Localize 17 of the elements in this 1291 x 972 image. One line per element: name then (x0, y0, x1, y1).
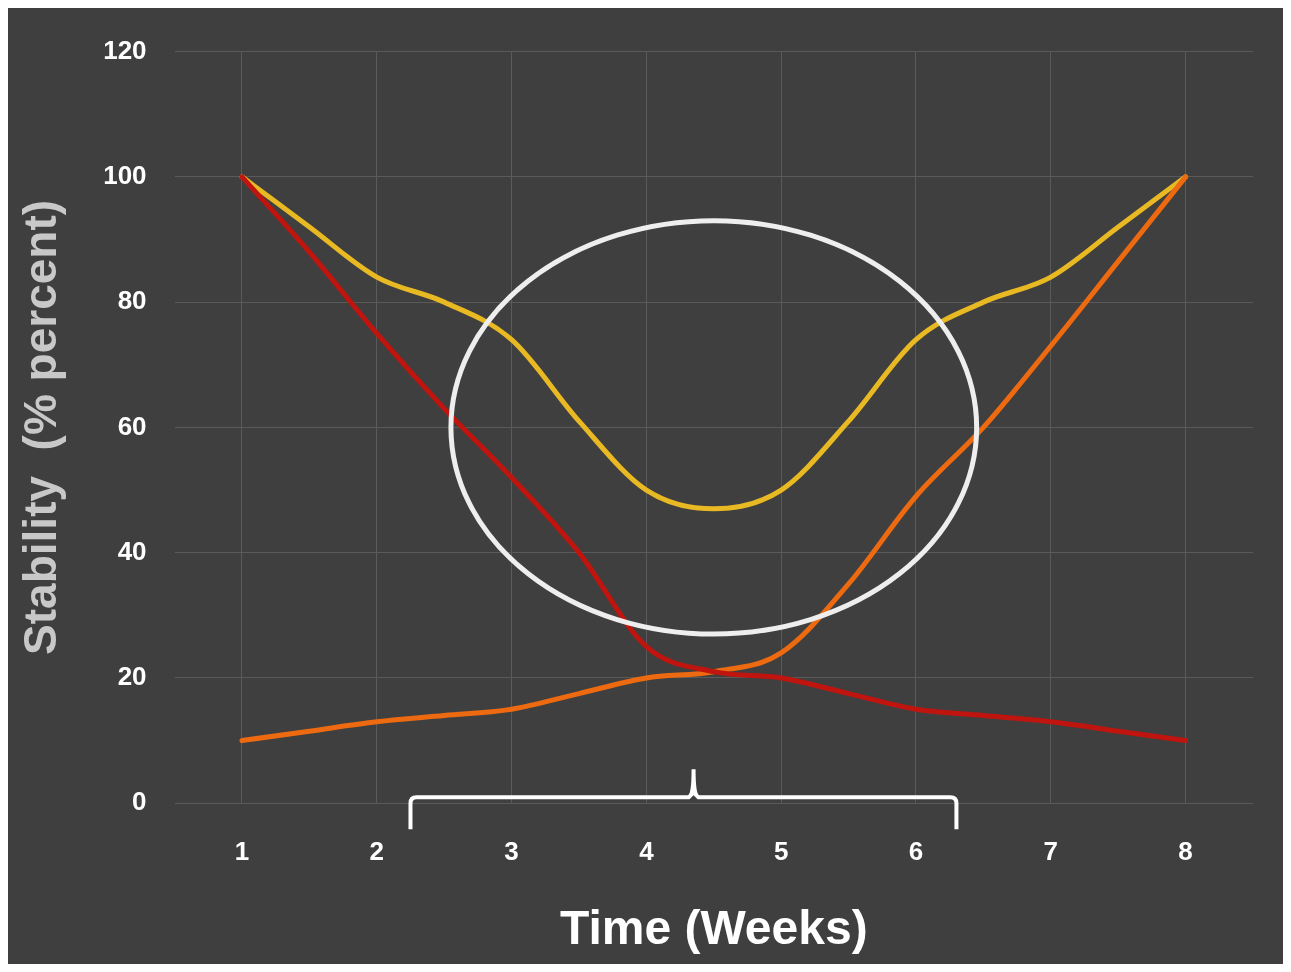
y-tick-label: 120 (103, 34, 147, 65)
y-tick-label: 100 (103, 160, 147, 191)
y-tick-label: 80 (117, 285, 147, 316)
x-tick-label: 1 (234, 835, 250, 866)
x-axis-title: Time (Weeks) (559, 901, 868, 955)
x-tick-label: 4 (639, 835, 655, 866)
y-tick-label: 40 (117, 535, 147, 566)
y-axis-title: Stability (% percent) (14, 199, 67, 655)
x-tick-label: 2 (369, 835, 385, 866)
y-tick-label: 20 (117, 661, 147, 692)
x-tick-label: 5 (773, 835, 789, 866)
y-tick-label: 60 (117, 410, 147, 441)
x-tick-label: 7 (1043, 835, 1059, 866)
x-tick-label: 8 (1178, 835, 1193, 866)
y-tick-label: 0 (132, 786, 147, 817)
x-tick-label: 3 (504, 835, 519, 866)
x-tick-label: 6 (908, 835, 924, 866)
